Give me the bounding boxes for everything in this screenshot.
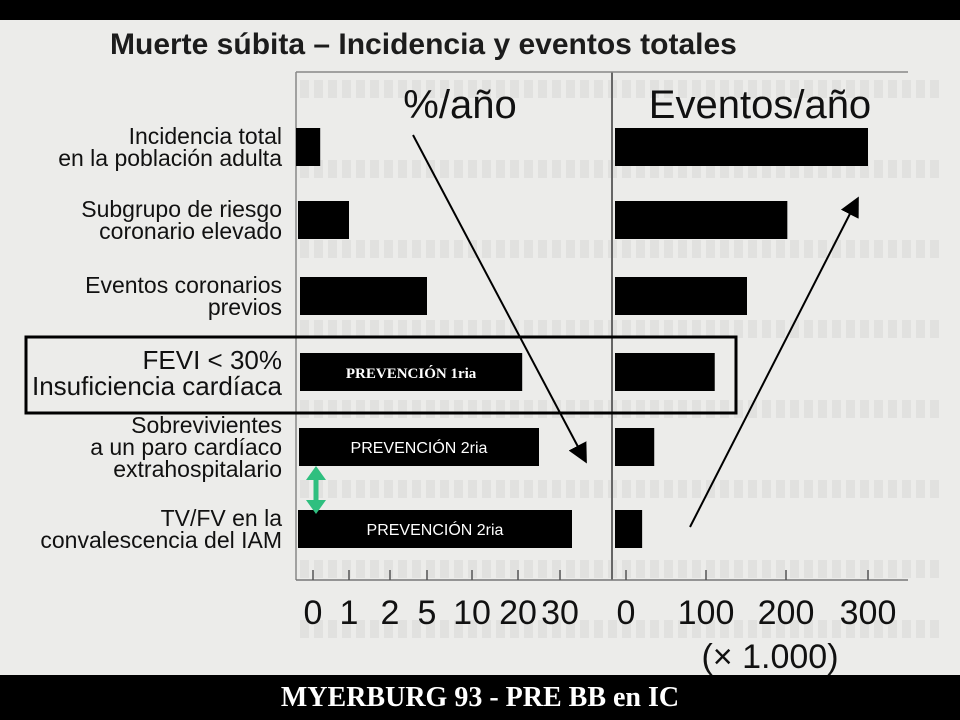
left-bar (299, 428, 539, 466)
left-bar (298, 201, 349, 239)
left-axis-tick-label: 0 (304, 594, 323, 632)
row-label: TV/FV en la convalescencia del IAM (40, 505, 282, 553)
right-axis-tick-label: 300 (840, 594, 897, 632)
header-events-year: Eventos/año (649, 83, 871, 127)
left-axis-tick-label: 30 (541, 594, 579, 632)
right-bar (615, 428, 655, 466)
right-axis-tick-label: 100 (678, 594, 735, 632)
left-axis-tick-label: 20 (499, 594, 537, 632)
left-axis-tick-label: 10 (453, 594, 491, 632)
right-bar (615, 353, 715, 391)
right-axis-unit: (× 1.000) (701, 638, 838, 676)
left-axis-tick-label: 1 (340, 594, 359, 632)
row-label: FEVI < 30% Insuficiencia cardíaca (32, 345, 283, 401)
right-axis-tick-label: 0 (617, 594, 636, 632)
chart-title: Muerte súbita – Incidencia y eventos tot… (110, 28, 737, 61)
left-axis-tick-label: 5 (418, 594, 437, 632)
left-bar (296, 128, 321, 166)
left-bar (300, 353, 523, 391)
bar-label: PREVENCIÓN 1ria (346, 365, 477, 382)
green-arrow-head-up (306, 466, 326, 480)
row-label: Subgrupo de riesgo coronario elevado (81, 196, 282, 244)
footer-caption: MYERBURG 93 - PRE BB en IC (0, 675, 960, 720)
left-axis-tick-label: 2 (381, 594, 400, 632)
bar-label: PREVENCIÓN 2ria (351, 438, 488, 457)
right-bar (615, 128, 868, 166)
row-label: Incidencia total en la población adulta (58, 123, 282, 171)
right-bar (615, 510, 643, 548)
left-bar (300, 277, 427, 315)
green-arrow-head-down (306, 500, 326, 514)
header-percent-year: %/año (403, 83, 516, 127)
highlight-box (24, 335, 738, 415)
right-bar (615, 201, 788, 239)
row-label: Eventos coronarios previos (85, 272, 282, 320)
right-axis-tick-label: 200 (758, 594, 815, 632)
left-bar (298, 510, 572, 548)
row-label: Sobrevivientes a un paro cardíaco extrahos… (90, 412, 282, 482)
decreasing-arrow (412, 134, 587, 464)
bar-label: PREVENCIÓN 2ria (367, 520, 504, 539)
right-bar (615, 277, 747, 315)
increasing-arrow (689, 196, 859, 528)
